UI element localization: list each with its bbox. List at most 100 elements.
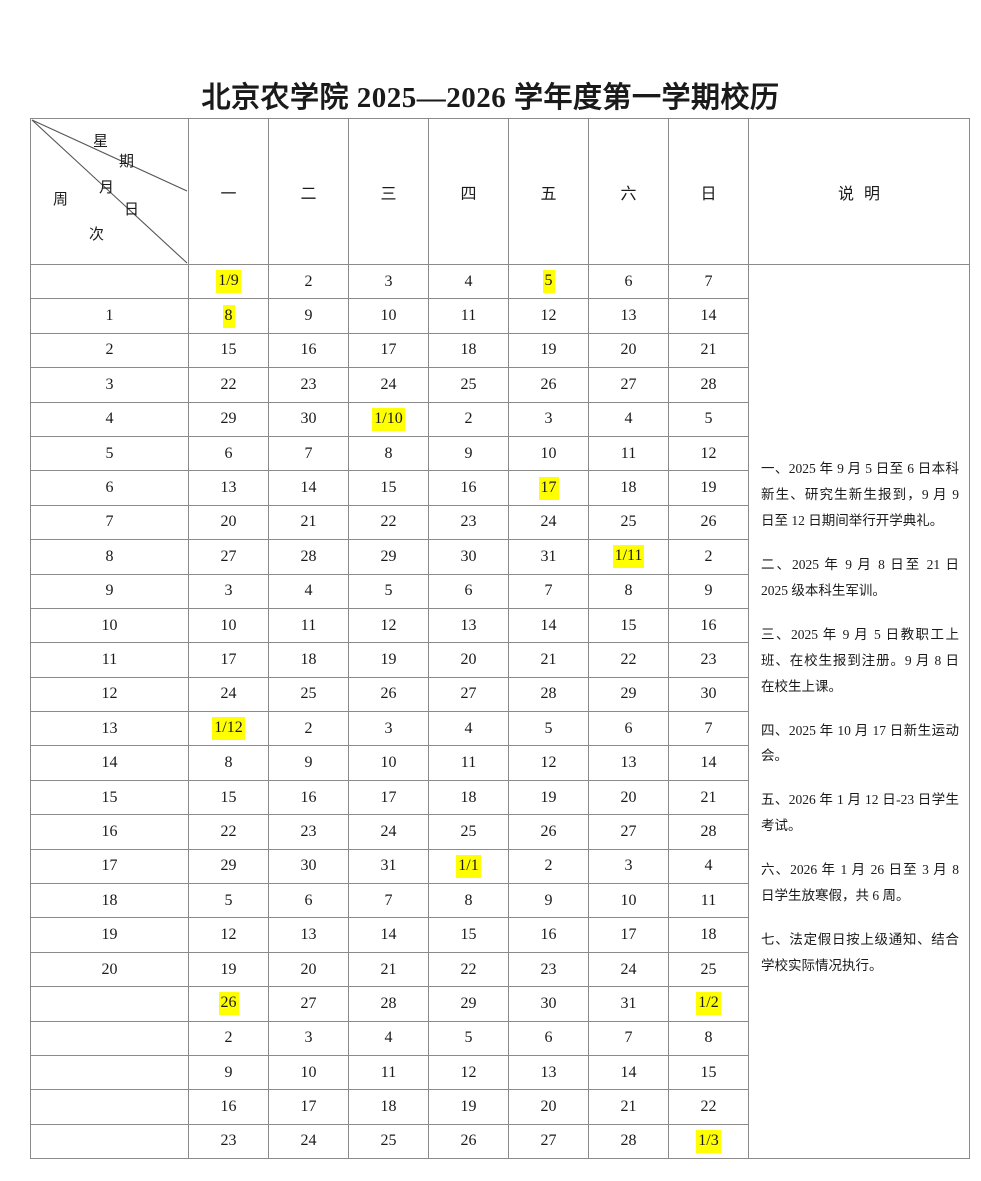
date-cell: 28 — [268, 539, 349, 575]
date-cell: 10 — [348, 745, 429, 781]
week-number-cell: 3 — [30, 367, 189, 403]
date-text: 25 — [620, 513, 637, 531]
weekday-header-2: 二 — [268, 118, 349, 265]
date-cell: 27 — [508, 1123, 589, 1160]
date-text: 11 — [300, 616, 317, 634]
date-text: 19 — [460, 1098, 477, 1116]
date-text: 27 — [540, 1132, 557, 1150]
date-text: 18 — [700, 926, 717, 944]
date-cell: 6 — [188, 435, 269, 472]
date-cell: 27 — [588, 814, 669, 850]
highlighted-date: 1/2 — [696, 992, 721, 1016]
table-row: 17 29 30 31 1/1 2 3 4 — [30, 848, 970, 885]
date-cell: 30 — [268, 848, 349, 885]
date-cell: 19 — [188, 951, 269, 988]
date-text: 14 — [380, 926, 397, 944]
date-cell: 8 — [668, 1020, 749, 1056]
week-number-cell: 17 — [30, 848, 189, 885]
date-text: 16 — [700, 616, 717, 634]
date-text: 8 — [384, 444, 393, 462]
week-number-cell: 9 — [30, 573, 189, 609]
date-text: 22 — [460, 960, 477, 978]
date-text: 12 — [220, 926, 237, 944]
date-cell: 19 — [508, 779, 589, 816]
date-text: 8 — [464, 891, 473, 909]
date-text: 30 — [540, 994, 557, 1012]
date-text: 6 — [624, 719, 633, 737]
date-cell: 5 — [188, 883, 269, 919]
table-row: 13 1/12 2 3 4 5 6 7 — [30, 711, 970, 747]
week-number-cell: 20 — [30, 951, 189, 988]
date-text: 13 — [220, 479, 237, 497]
highlighted-date: 17 — [538, 476, 559, 500]
date-text: 13 — [300, 926, 317, 944]
date-cell: 28 — [588, 1123, 669, 1160]
date-text: 24 — [620, 960, 637, 978]
date-text: 7 — [624, 1029, 633, 1047]
date-cell: 23 — [668, 642, 749, 678]
week-number-cell: 18 — [30, 883, 189, 919]
date-text: 28 — [380, 994, 397, 1012]
date-text: 28 — [700, 375, 717, 393]
date-text: 8 — [704, 1029, 713, 1047]
date-cell: 3 — [508, 401, 589, 437]
corner-label-weekday-1: 星 — [93, 134, 109, 150]
date-cell: 6 — [588, 711, 669, 747]
date-text: 27 — [620, 375, 637, 393]
date-text: 17 — [380, 788, 397, 806]
weekday-header-3: 三 — [348, 118, 429, 265]
note-item: 五、2026 年 1 月 12 日-23 日学生考试。 — [761, 792, 959, 834]
date-cell: 22 — [428, 951, 509, 988]
date-cell: 17 — [348, 332, 429, 369]
date-cell: 20 — [588, 779, 669, 816]
date-cell: 21 — [508, 642, 589, 678]
date-cell: 28 — [668, 367, 749, 403]
date-cell: 25 — [348, 1123, 429, 1160]
date-cell: 2 — [188, 1020, 269, 1056]
date-text: 29 — [620, 685, 637, 703]
highlighted-date: 1/3 — [696, 1129, 721, 1153]
highlighted-date: 1/10 — [372, 407, 405, 431]
date-cell: 29 — [188, 401, 269, 437]
table-row: 12 24 25 26 27 28 29 30 — [30, 676, 970, 713]
date-cell: 24 — [348, 814, 429, 850]
date-cell: 12 — [508, 745, 589, 781]
weekday-header-5: 五 — [508, 118, 589, 265]
date-cell: 4 — [588, 401, 669, 437]
date-cell: 18 — [588, 470, 669, 506]
date-text: 6 — [224, 444, 233, 462]
date-text: 24 — [220, 685, 237, 703]
date-text: 2 — [304, 719, 313, 737]
corner-label-day: 日 — [124, 202, 140, 218]
date-text: 21 — [620, 1098, 637, 1116]
table-row: 16 22 23 24 25 26 27 28 — [30, 814, 970, 850]
date-cell: 19 — [428, 1089, 509, 1125]
date-cell: 10 — [508, 435, 589, 472]
date-cell: 11 — [268, 607, 349, 644]
date-text: 21 — [540, 650, 557, 668]
date-text: 16 — [460, 479, 477, 497]
date-cell: 25 — [668, 951, 749, 988]
corner-label-order: 次 — [89, 227, 105, 243]
date-cell: 14 — [668, 298, 749, 334]
date-cell: 23 — [508, 951, 589, 988]
date-text: 4 — [304, 582, 313, 600]
week-number-cell — [30, 1123, 189, 1160]
date-cell: 3 — [188, 573, 269, 609]
date-cell: 28 — [508, 676, 589, 713]
date-text: 27 — [300, 994, 317, 1012]
note-item: 六、2026 年 1 月 26 日至 3 月 8 日学生放寒假，共 6 周。 — [761, 862, 959, 904]
date-cell: 9 — [188, 1054, 269, 1091]
date-cell: 31 — [588, 986, 669, 1022]
date-text: 2 — [304, 272, 313, 290]
date-cell: 9 — [268, 745, 349, 781]
table-row: 18 5 6 7 8 9 10 11 — [30, 883, 970, 919]
date-text: 2 — [544, 857, 553, 875]
date-cell: 17 — [508, 470, 589, 506]
date-cell: 8 — [188, 745, 269, 781]
date-cell: 10 — [188, 607, 269, 644]
date-cell: 9 — [508, 883, 589, 919]
date-text: 16 — [300, 341, 317, 359]
date-cell: 6 — [508, 1020, 589, 1056]
date-text: 17 — [220, 650, 237, 668]
